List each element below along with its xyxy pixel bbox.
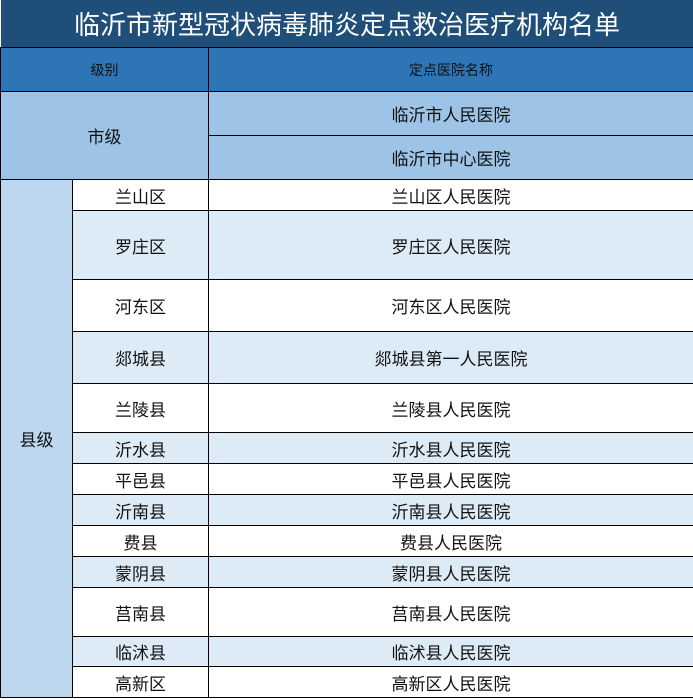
- hospital-cell: 临沂市中心医院: [207, 135, 693, 180]
- hospital-cell: 郯城县第一人民医院: [207, 331, 693, 384]
- hospital-cell: 费县人民医院: [207, 525, 693, 557]
- table-row: 县级 兰山区 兰山区人民医院: [0, 179, 693, 698]
- hospital-cell: 平邑县人民医院: [207, 463, 693, 495]
- district-cell: 费县: [72, 525, 209, 557]
- table-row: 莒南县 莒南县人民医院: [1, 587, 693, 637]
- table-row: 罗庄区 罗庄区人民医院: [1, 210, 693, 280]
- hospital-cell: 高新区人民医院: [207, 666, 693, 698]
- header-hospital: 定点医院名称: [207, 47, 693, 92]
- table-row: 费县 费县人民医院: [1, 525, 693, 557]
- district-cell: 郯城县: [72, 331, 209, 384]
- header-level: 级别: [0, 47, 209, 92]
- district-cell: 平邑县: [72, 463, 209, 495]
- hospital-cell: 兰陵县人民医院: [207, 383, 693, 433]
- table-row: 临沂市中心医院: [1, 135, 693, 180]
- district-cell: 临沭县: [72, 636, 209, 667]
- district-cell: 沂水县: [72, 432, 209, 464]
- table-row: 河东区 河东区人民医院: [1, 279, 693, 332]
- hospital-cell: 临沭县人民医院: [207, 636, 693, 667]
- hospital-cell: 莒南县人民医院: [207, 587, 693, 637]
- district-cell: 沂南县: [72, 494, 209, 526]
- district-cell: 兰陵县: [72, 383, 209, 433]
- header-row: 级别 定点医院名称: [0, 47, 693, 92]
- table-row: 兰陵县 兰陵县人民医院: [1, 383, 693, 433]
- district-cell: 罗庄区: [72, 210, 209, 280]
- hospital-cell: 蒙阴县人民医院: [207, 556, 693, 588]
- hospital-cell: 沂水县人民医院: [207, 432, 693, 464]
- table-row: 高新区 高新区人民医院: [1, 666, 693, 698]
- hospital-cell: 罗庄区人民医院: [207, 210, 693, 280]
- hospital-cell: 兰山区人民医院: [207, 179, 693, 211]
- hospital-cell: 临沂市人民医院: [207, 91, 693, 136]
- hospital-cell: 河东区人民医院: [207, 279, 693, 332]
- table-row: 蒙阴县 蒙阴县人民医院: [1, 556, 693, 588]
- table-row: 郯城县 郯城县第一人民医院: [1, 331, 693, 384]
- district-cell: 兰山区: [72, 179, 209, 211]
- hospital-cell: 沂南县人民医院: [207, 494, 693, 526]
- table-row: 沂水县 沂水县人民医院: [1, 432, 693, 464]
- city-level-cell: 市级: [0, 91, 209, 180]
- page-title: 临沂市新型冠状病毒肺炎定点救治医疗机构名单: [0, 0, 693, 48]
- district-cell: 莒南县: [72, 587, 209, 637]
- district-cell: 河东区: [72, 279, 209, 332]
- table-row: 沂南县 沂南县人民医院: [1, 494, 693, 526]
- district-cell: 高新区: [72, 666, 209, 698]
- table-row: 平邑县 平邑县人民医院: [1, 463, 693, 495]
- table-row: 市级 临沂市人民医院: [0, 91, 693, 180]
- district-cell: 蒙阴县: [72, 556, 209, 588]
- table-row: 临沭县 临沭县人民医院: [1, 636, 693, 667]
- county-level-cell: 县级: [0, 179, 73, 698]
